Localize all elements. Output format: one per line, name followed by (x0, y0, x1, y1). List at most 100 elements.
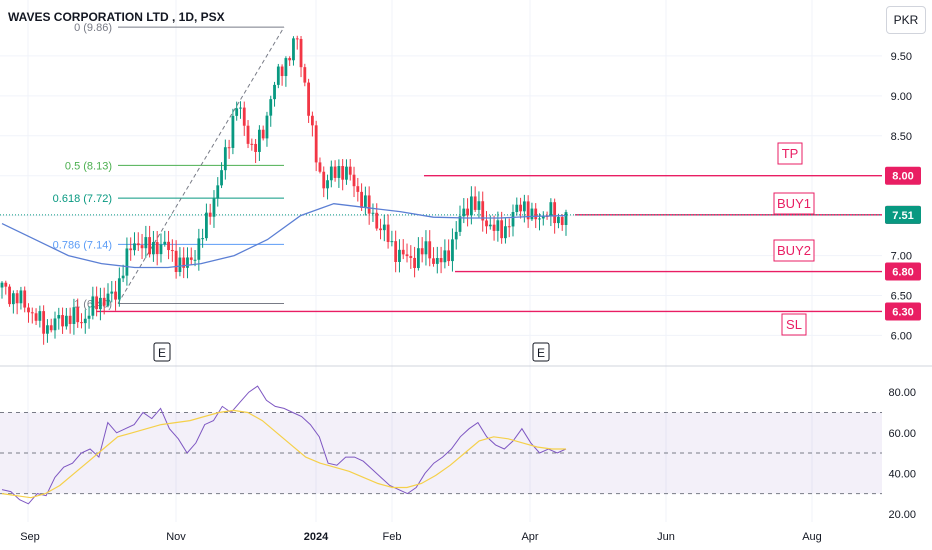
level-tag-label: TP (782, 146, 799, 161)
candle (564, 212, 568, 226)
x-tick-label: Nov (166, 531, 186, 543)
candle (106, 293, 110, 306)
candle (216, 185, 220, 199)
candle (117, 278, 121, 300)
level-tag-sl (781, 313, 807, 336)
rsi-tick-label: 20.00 (888, 509, 916, 521)
candle (360, 191, 363, 208)
level-tag-buy1 (773, 192, 815, 215)
candle (235, 108, 239, 116)
candle (303, 67, 307, 83)
fib-level-label: 0.618 (7.72) (53, 193, 112, 205)
candle (76, 307, 80, 323)
candle (356, 186, 360, 192)
candle (68, 315, 72, 324)
earnings-marker-label: E (537, 346, 545, 360)
candle (239, 107, 242, 109)
level-tag-label: BUY1 (777, 196, 811, 211)
earnings-marker-label: E (158, 346, 166, 360)
fib-level-label: 0 (9.86) (74, 22, 112, 34)
candle (273, 84, 276, 100)
candle (454, 231, 458, 240)
candle (212, 198, 216, 217)
y-tick-label: 6.50 (891, 290, 912, 302)
level-tag-label: SL (786, 317, 802, 332)
candle (257, 129, 261, 152)
candle (64, 315, 68, 327)
x-tick-label: Aug (802, 531, 822, 543)
candle (265, 115, 269, 139)
candle (276, 66, 280, 85)
candle (4, 282, 8, 287)
currency-button[interactable]: PKR (886, 6, 926, 34)
candle (367, 195, 371, 214)
candle (114, 291, 117, 300)
earnings-marker (153, 342, 171, 362)
candle (420, 248, 424, 255)
price-badge-label: 6.30 (892, 306, 913, 318)
candle (295, 38, 299, 40)
candle (500, 220, 504, 239)
candle (469, 196, 473, 216)
candle (110, 291, 114, 294)
candle (507, 226, 511, 228)
candle (261, 129, 265, 139)
candle (95, 296, 99, 310)
candle (314, 125, 318, 163)
rsi-ma-line (1, 409, 566, 499)
price-badge (885, 302, 921, 321)
x-tick-label: 2024 (304, 531, 329, 543)
candle (80, 322, 83, 324)
y-tick-label: 9.50 (891, 51, 912, 63)
candle (473, 196, 477, 210)
candle (394, 241, 398, 262)
candle (363, 195, 367, 208)
x-tick-label: Feb (383, 531, 402, 543)
candle (208, 212, 212, 217)
candle (292, 38, 295, 61)
price-badge-label: 6.80 (892, 267, 913, 279)
candle (375, 212, 379, 229)
candle (477, 201, 481, 210)
candle (269, 99, 273, 116)
rsi-tick-label: 60.00 (888, 428, 916, 440)
candle (485, 220, 488, 227)
candle (534, 208, 538, 220)
y-tick-label: 6.00 (891, 330, 912, 342)
y-tick-label: 8.50 (891, 131, 912, 143)
candle (462, 208, 466, 217)
candle (284, 58, 288, 77)
candle (72, 307, 76, 324)
candle (231, 115, 235, 148)
candle (405, 254, 409, 257)
candle (519, 204, 522, 212)
candle (27, 307, 30, 313)
candle (46, 325, 49, 334)
candle (435, 258, 439, 264)
candle (140, 245, 144, 249)
candle (401, 249, 405, 255)
candle (439, 258, 443, 263)
candle (133, 243, 136, 251)
candle (201, 238, 205, 240)
candle (329, 166, 333, 181)
price-badge-label: 8.00 (892, 171, 913, 183)
fib-level-label: 0.5 (8.13) (65, 160, 112, 172)
candle (205, 212, 208, 239)
candle (288, 58, 292, 61)
level-tag-buy2 (773, 239, 815, 262)
candle (451, 239, 454, 262)
candle (492, 224, 496, 231)
candle (504, 226, 507, 239)
rsi-tick-label: 40.00 (888, 468, 916, 480)
candle (144, 237, 148, 249)
candle (49, 325, 53, 331)
candle (11, 293, 15, 305)
candle (61, 315, 64, 327)
candle (167, 241, 170, 251)
candle (148, 237, 152, 255)
candle (522, 201, 526, 212)
candle (530, 208, 534, 220)
candle (379, 228, 382, 231)
